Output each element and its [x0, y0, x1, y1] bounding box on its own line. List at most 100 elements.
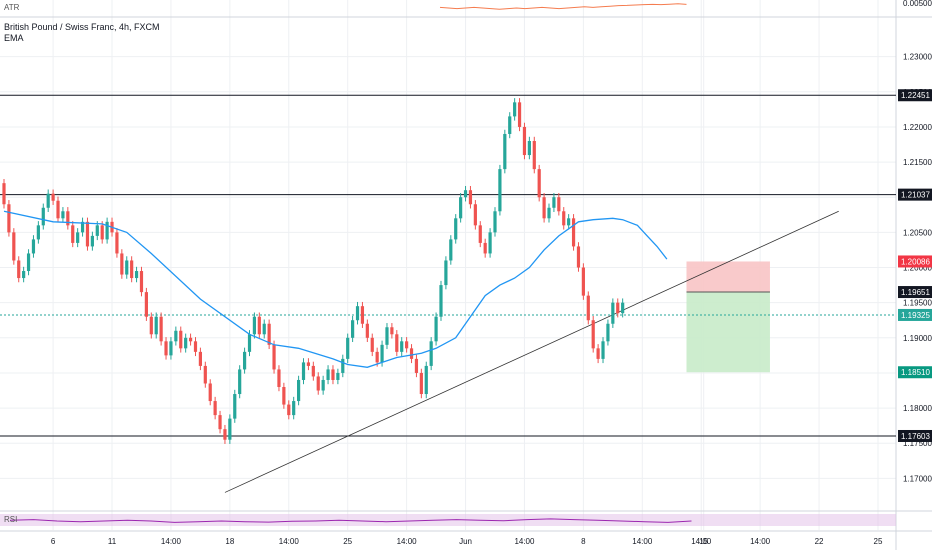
candle-body	[61, 211, 65, 219]
price-tick-label: 1.17000	[903, 474, 932, 483]
candle-body	[26, 253, 31, 272]
candle-body	[154, 316, 158, 335]
candle-body	[247, 334, 252, 352]
candle-body	[31, 239, 36, 254]
price-tick-label: 1.22000	[903, 123, 932, 132]
price-tick-label: 1.23000	[903, 53, 932, 62]
candle-body	[527, 141, 531, 156]
candle-body	[419, 372, 423, 395]
candle-body	[22, 271, 26, 279]
candle-body	[429, 341, 433, 366]
level-price-badge-bg	[898, 429, 932, 442]
candle-body	[552, 197, 556, 208]
candle-body	[601, 341, 605, 359]
candle-body	[169, 341, 173, 356]
candle-body	[41, 207, 45, 226]
candle-body	[130, 260, 134, 279]
candle-body	[405, 341, 409, 349]
candle-body	[184, 337, 188, 349]
candle-body	[621, 302, 625, 314]
candle-body	[139, 271, 144, 293]
candle-body	[213, 401, 217, 416]
level-price-badge-bg	[898, 188, 932, 201]
entry-price-badge: 1.19651	[901, 288, 930, 297]
time-tick-label: 25	[343, 537, 352, 546]
stop-loss-zone	[686, 261, 770, 293]
candle-body	[223, 429, 227, 440]
candle-body	[95, 225, 99, 236]
time-tick-label: 6	[51, 537, 56, 546]
candle-body	[542, 197, 546, 219]
candle-body	[395, 334, 399, 352]
price-tick-label: 1.17500	[903, 439, 932, 448]
candle-body	[336, 372, 340, 380]
candle-body	[7, 204, 11, 233]
candle-body	[513, 102, 517, 117]
candle-body	[557, 197, 561, 212]
candle-body	[463, 190, 468, 198]
atr-pane-label: ATR	[4, 3, 20, 12]
candle-body	[341, 358, 345, 373]
candle-body	[306, 362, 311, 366]
candle-body	[71, 225, 75, 243]
time-tick-label: 14:00	[279, 537, 300, 546]
candle-body	[66, 211, 70, 226]
candle-body	[193, 341, 198, 352]
candle-body	[370, 337, 374, 352]
candle-body	[414, 358, 419, 373]
target-price-badge-bg	[898, 366, 932, 379]
candle-body	[424, 365, 428, 395]
candle-body	[282, 387, 286, 405]
price-tick-label: 1.21500	[903, 158, 932, 167]
candle-body	[228, 418, 232, 440]
candle-body	[17, 260, 21, 279]
chart-legend: British Pound / Swiss Franc, 4h, FXCM EM…	[4, 22, 160, 44]
time-tick-label: Jun	[459, 537, 472, 546]
current-price-badge-bg	[898, 308, 932, 321]
ema-indicator-label: EMA	[4, 33, 24, 43]
candle-body	[449, 239, 453, 261]
candle-body	[174, 330, 178, 342]
candle-body	[208, 383, 212, 402]
candle-body	[532, 141, 536, 170]
candle-body	[159, 316, 163, 342]
price-tick-label: 1.20500	[903, 228, 932, 237]
candle-body	[76, 232, 80, 243]
candle-body	[144, 292, 148, 317]
candle-body	[503, 133, 507, 170]
candle-body	[56, 200, 60, 219]
time-tick-label: 22	[815, 537, 824, 546]
price-tick-label: 1.19500	[903, 299, 932, 308]
time-tick-label: 14:00	[514, 537, 535, 546]
rsi-line	[9, 518, 692, 523]
candle-body	[277, 369, 281, 387]
atr-tick-label: 0.00500	[903, 0, 932, 8]
candle-body	[606, 323, 610, 342]
candle-body	[188, 337, 193, 342]
candle-body	[562, 211, 566, 226]
candle-body	[51, 193, 55, 201]
candle-body	[576, 246, 581, 268]
candle-body	[473, 204, 477, 226]
candle-body	[164, 341, 168, 356]
candle-body	[390, 327, 394, 335]
candle-body	[115, 232, 119, 254]
candle-body	[287, 404, 291, 416]
candle-body	[105, 221, 109, 240]
candle-body	[80, 221, 85, 233]
candle-body	[301, 362, 306, 380]
time-tick-label: 14:00	[397, 537, 418, 546]
time-tick-label: 14:00	[632, 537, 653, 546]
candle-body	[267, 323, 271, 345]
candle-body	[12, 232, 16, 261]
time-tick-label: 14:00	[691, 537, 712, 546]
stop-price-badge-bg	[898, 255, 932, 268]
candle-body	[351, 320, 355, 338]
candle-body	[120, 253, 124, 275]
stop-price-badge: 1.20086	[901, 257, 930, 266]
candle-body	[508, 116, 512, 134]
candle-body	[444, 260, 448, 286]
candle-body	[134, 271, 139, 279]
